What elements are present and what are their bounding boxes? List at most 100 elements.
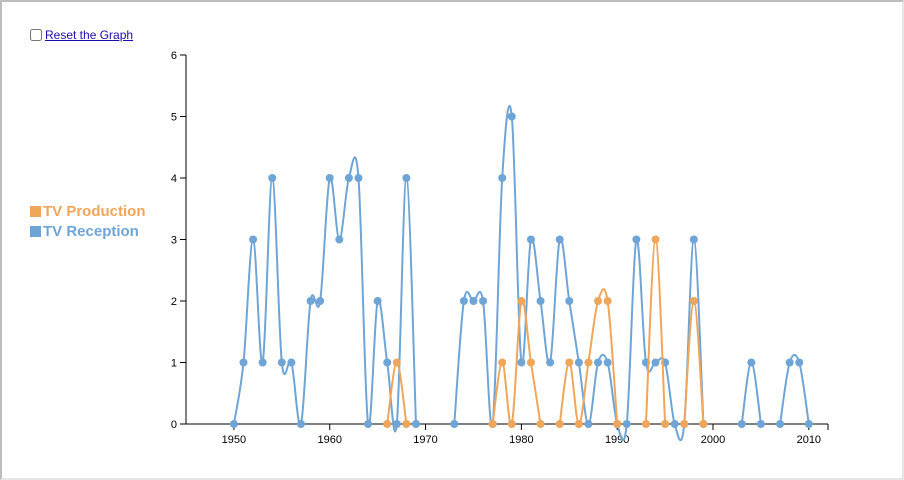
- reset-control[interactable]: Reset the Graph: [30, 28, 133, 42]
- tv-reception-point: [603, 358, 612, 367]
- tv-reception-point: [517, 358, 526, 367]
- tv-reception-point: [555, 235, 564, 244]
- tv-production-point: [574, 420, 583, 428]
- tv-production-point: [584, 358, 593, 367]
- tv-reception-point: [383, 358, 392, 367]
- tv-reception-point: [795, 358, 804, 367]
- tv-reception-point: [325, 174, 334, 182]
- tv-production-point: [699, 420, 708, 428]
- tv-reception-point: [392, 420, 401, 428]
- x-tick-label: 1950: [222, 434, 246, 446]
- tv-reception-line: [740, 361, 762, 425]
- tv-reception-point: [268, 174, 277, 182]
- tv-reception-point: [402, 174, 411, 182]
- x-tick-label: 1970: [413, 434, 437, 446]
- tv-reception-point: [594, 358, 603, 367]
- tv-reception-point: [479, 297, 488, 305]
- tv-production-line: [644, 238, 667, 425]
- tv-production-point: [498, 358, 507, 367]
- tv-reception-line: [779, 353, 810, 425]
- legend-swatch-tv-reception: [30, 225, 41, 237]
- tv-reception-point: [354, 174, 363, 182]
- tv-reception-point: [450, 420, 459, 428]
- x-tick-label: 1960: [317, 434, 341, 446]
- legend-label-tv-reception: TV Reception: [43, 222, 139, 240]
- tv-reception-point: [277, 358, 286, 367]
- legend-item-tv-production[interactable]: TV Production: [30, 201, 146, 221]
- tv-reception-point: [651, 358, 660, 367]
- tv-reception-point: [785, 358, 794, 367]
- tv-production-point: [661, 420, 670, 428]
- tv-reception-point: [536, 297, 545, 305]
- tv-reception-point: [507, 112, 516, 121]
- tv-production-point: [402, 420, 411, 428]
- tv-reception-line: [453, 104, 705, 442]
- tv-reception-point: [296, 420, 305, 428]
- tv-production-point: [565, 358, 574, 367]
- tv-reception-point: [364, 420, 373, 428]
- x-tick-label: 2010: [797, 434, 821, 446]
- y-tick-label: 6: [171, 50, 177, 62]
- tv-production-line: [683, 299, 705, 425]
- y-tick-label: 3: [171, 235, 177, 247]
- tv-reception-point: [776, 420, 785, 428]
- tv-reception-point: [459, 297, 468, 305]
- y-tick-label: 5: [171, 112, 177, 124]
- x-tick-label: 1990: [605, 434, 629, 446]
- tv-production-point: [594, 297, 603, 305]
- tv-production-point: [507, 420, 516, 428]
- reset-checkbox[interactable]: [30, 29, 42, 41]
- tv-production-point: [383, 420, 392, 428]
- tv-reception-point: [689, 235, 698, 244]
- tv-reception-point: [335, 235, 344, 244]
- tv-reception-point: [411, 420, 420, 428]
- tv-production-point: [689, 297, 698, 305]
- tv-reception-point: [287, 358, 296, 367]
- tv-production-point: [488, 420, 497, 428]
- y-tick-label: 2: [171, 296, 177, 308]
- tv-reception-line: [232, 156, 417, 433]
- tv-production-point: [613, 420, 622, 428]
- x-tick-label: 1980: [509, 434, 533, 446]
- legend-item-tv-reception[interactable]: TV Reception: [30, 221, 146, 241]
- tv-reception-point: [546, 358, 555, 367]
- tv-reception-point: [737, 420, 746, 428]
- tv-production-point: [536, 420, 545, 428]
- tv-production-point: [651, 235, 660, 244]
- tv-reception-point: [622, 420, 631, 428]
- tv-reception-point: [632, 235, 641, 244]
- legend-swatch-tv-production: [30, 205, 41, 217]
- tv-reception-point: [747, 358, 756, 367]
- tv-production-point: [641, 420, 650, 428]
- tv-production-point: [526, 358, 535, 367]
- tv-reception-point: [584, 420, 593, 428]
- tv-reception-point: [574, 358, 583, 367]
- tv-reception-point: [344, 174, 353, 182]
- tv-reception-point: [306, 297, 315, 305]
- y-tick-label: 0: [171, 419, 177, 431]
- legend: TV Production TV Reception: [30, 201, 146, 241]
- x-tick-label: 2000: [701, 434, 725, 446]
- tv-reception-point: [804, 420, 813, 428]
- y-tick-label: 1: [171, 358, 177, 370]
- tv-production-point: [555, 420, 564, 428]
- tv-reception-point: [239, 358, 248, 367]
- tv-reception-point: [565, 297, 574, 305]
- tv-reception-point: [258, 358, 267, 367]
- tv-reception-point: [756, 420, 765, 428]
- tv-reception-point: [229, 420, 238, 428]
- tv-reception-point: [498, 174, 507, 182]
- tv-reception-point: [670, 420, 679, 428]
- tv-reception-point: [469, 297, 478, 305]
- y-tick-label: 4: [171, 173, 177, 185]
- tv-reception-point: [316, 297, 325, 305]
- legend-label-tv-production: TV Production: [43, 202, 146, 220]
- tv-reception-point: [249, 235, 258, 244]
- tv-production-point: [517, 297, 526, 305]
- reset-graph-link[interactable]: Reset the Graph: [45, 28, 134, 42]
- tv-production-point: [680, 420, 689, 428]
- tv-production-point: [392, 358, 401, 367]
- tv-reception-point: [526, 235, 535, 244]
